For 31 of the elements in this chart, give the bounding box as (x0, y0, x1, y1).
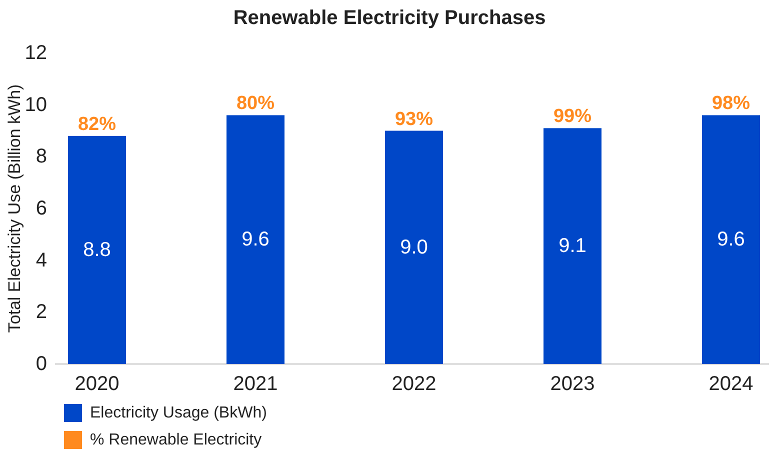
data-label: 9.6 (717, 228, 745, 251)
x-tick-label: 2023 (550, 373, 595, 395)
y-tick-label: 6 (36, 198, 47, 220)
y-tick-label: 12 (24, 42, 47, 64)
data-label: 9.6 (242, 228, 270, 251)
annotation: 82% (78, 114, 116, 135)
y-tick-label: 2 (36, 301, 47, 324)
bar (68, 136, 126, 364)
y-axis-title: Total Electricity Use (Billion kWh) (5, 84, 24, 333)
chart-title: Renewable Electricity Purchases (233, 7, 546, 29)
bar (385, 130, 443, 364)
x-tick-label: 2020 (74, 373, 120, 395)
annotation: 80% (236, 93, 275, 114)
y-tick-label: 4 (36, 249, 47, 272)
bar (226, 115, 284, 364)
bar (544, 128, 602, 364)
annotation: 98% (712, 93, 750, 114)
bar (702, 115, 760, 364)
x-tick-label: 2024 (708, 373, 754, 395)
legend-label: Electricity Usage (BkWh) (90, 404, 267, 422)
x-tick-label: 2022 (392, 373, 436, 395)
legend-label: % Renewable Electricity (90, 432, 262, 448)
y-tick-label: 10 (24, 94, 47, 116)
x-tick-label: 2021 (233, 373, 278, 395)
data-label: 9.1 (558, 235, 586, 258)
data-label: 9.0 (400, 236, 428, 258)
annotation: 99% (553, 106, 592, 128)
annotation: 93% (394, 108, 434, 130)
y-tick-label: 8 (36, 146, 47, 168)
data-label: 8.8 (83, 238, 111, 261)
y-tick-label: 0 (36, 353, 47, 375)
